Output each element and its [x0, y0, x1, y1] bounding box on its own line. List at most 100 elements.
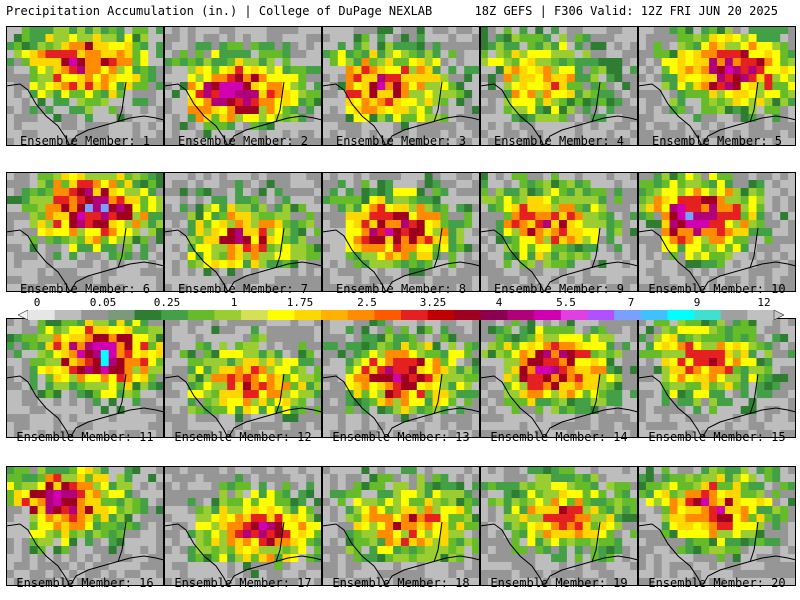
precip-cell [77, 374, 86, 383]
precip-cell [345, 130, 355, 139]
precip-cell [116, 342, 126, 351]
precip-cell [77, 42, 86, 51]
precip-cell [566, 114, 576, 123]
precip-cell [29, 244, 39, 253]
precip-cell [653, 74, 663, 83]
precip-cell [487, 212, 497, 221]
precip-cell [432, 98, 442, 107]
precip-cell [393, 196, 402, 205]
precip-cell [385, 342, 394, 351]
precip-cell [219, 98, 228, 107]
precip-cell [416, 26, 426, 35]
precip-cell [353, 122, 363, 131]
precip-cell [487, 26, 497, 35]
precip-cell [21, 284, 31, 292]
precip-cell [337, 382, 347, 391]
precip-cell [709, 318, 718, 327]
precip-cell [401, 268, 410, 277]
precip-cell [519, 374, 528, 383]
precip-cell [408, 430, 418, 438]
precip-cell [685, 138, 694, 146]
precip-cell [780, 406, 789, 415]
precip-cell [274, 74, 284, 83]
precip-cell [100, 188, 110, 197]
precip-cell [369, 430, 378, 438]
precip-cell [748, 138, 758, 146]
precip-cell [780, 114, 789, 123]
precip-cell [6, 74, 15, 83]
precip-cell [772, 326, 781, 335]
precip-cell [456, 82, 465, 91]
precip-cell [290, 398, 299, 407]
precip-cell [282, 398, 291, 407]
precip-cell [85, 244, 94, 253]
precip-cell [258, 318, 268, 327]
precip-cell [69, 422, 78, 431]
precip-cell [503, 398, 513, 407]
precip-cell [630, 188, 638, 197]
precip-cell [266, 122, 276, 131]
precip-cell [211, 74, 220, 83]
precip-cell [519, 236, 528, 245]
precip-cell [385, 58, 394, 67]
precip-cell [298, 490, 307, 499]
precip-cell [227, 284, 236, 292]
precip-cell [116, 430, 126, 438]
precip-cell [69, 276, 78, 285]
precip-cell [645, 382, 655, 391]
precip-cell [61, 180, 70, 189]
precip-cell [171, 382, 181, 391]
precip-cell [219, 414, 228, 423]
precip-cell [77, 50, 86, 59]
precip-cell [487, 268, 497, 277]
precip-cell [574, 114, 584, 123]
precip-cell [361, 236, 370, 245]
precip-cell [179, 114, 189, 123]
precip-cell [432, 212, 442, 221]
precip-cell [353, 82, 363, 91]
precip-cell [732, 326, 742, 335]
precip-cell [361, 212, 370, 221]
precip-cell [709, 106, 718, 115]
precip-cell [148, 570, 157, 579]
precip-cell [693, 374, 702, 383]
precip-cell [116, 358, 126, 367]
precip-cell [464, 34, 473, 43]
precip-cell [6, 414, 15, 423]
precip-cell [440, 212, 449, 221]
precip-cell [487, 398, 497, 407]
precip-cell [140, 530, 149, 539]
precip-cell [164, 196, 173, 205]
precip-cell [179, 220, 189, 229]
precip-cell [511, 236, 521, 245]
precip-cell [179, 236, 189, 245]
precip-cell [179, 466, 189, 475]
precip-cell [85, 188, 94, 197]
precip-cell [764, 260, 773, 269]
precip-cell [69, 318, 78, 327]
precip-cell [266, 414, 276, 423]
precip-cell [164, 466, 173, 475]
precip-cell [764, 90, 773, 99]
precip-cell [274, 318, 284, 327]
precip-cell [77, 228, 86, 237]
precip-cell [219, 196, 228, 205]
precip-cell [227, 506, 236, 515]
precip-cell [543, 334, 552, 343]
state-border-lines [322, 373, 480, 438]
precip-cell [13, 204, 23, 213]
precip-cell [314, 138, 322, 146]
precip-cell [456, 212, 465, 221]
precip-cell [574, 260, 584, 269]
precip-cell [551, 414, 560, 423]
precip-cell [219, 284, 228, 292]
precip-cell [432, 130, 442, 139]
precip-cell [361, 414, 370, 423]
precip-cell [369, 90, 378, 99]
precip-cell [290, 430, 299, 438]
precip-cell [416, 106, 426, 115]
precip-cell [780, 414, 789, 423]
precip-cell [614, 196, 623, 205]
precip-cell [227, 252, 236, 261]
precip-cell [638, 66, 647, 75]
